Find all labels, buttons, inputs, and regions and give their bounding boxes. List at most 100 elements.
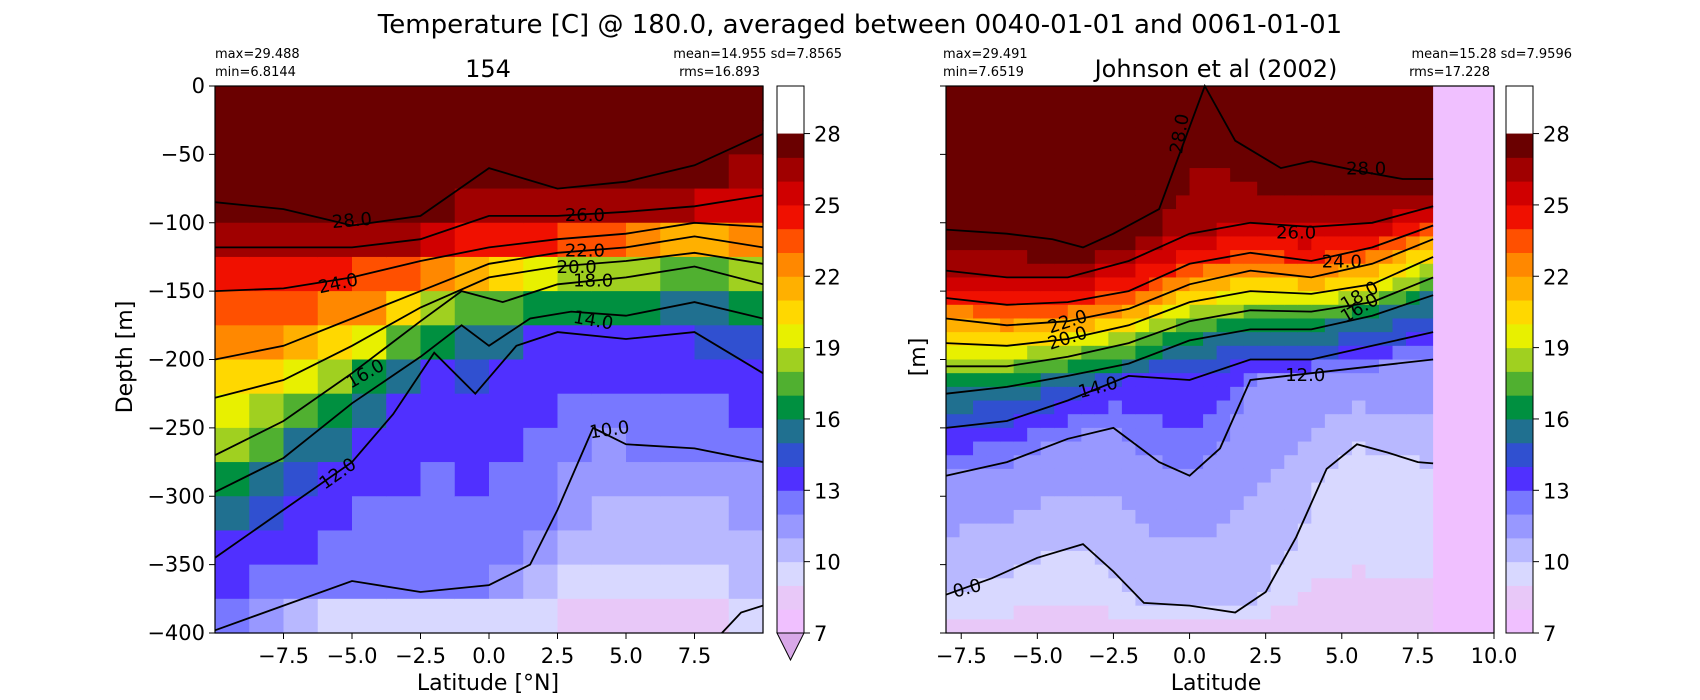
heatmap-cell [1338,427,1353,443]
heatmap-cell [1257,564,1272,579]
heatmap-cell [1378,127,1394,142]
y-tick-label: 0 [192,74,205,98]
heatmap-cell [1351,154,1367,169]
heatmap-cell [1284,332,1299,347]
heatmap-cell [1297,619,1312,634]
heatmap-cell [1257,523,1272,538]
heatmap-cell [1270,550,1285,566]
heatmap-cell [1054,168,1069,183]
heatmap-cell [1419,263,1434,279]
heatmap-cell [946,455,961,470]
heatmap-cell [973,250,988,265]
heatmap-cell [1378,605,1394,620]
heatmap-cell [1067,291,1082,306]
heatmap-cell [1419,113,1434,128]
heatmap-cell [1406,509,1421,525]
heatmap-cell [1067,168,1082,183]
heatmap-cell [1378,181,1394,196]
y-tick-label: −150 [147,279,205,303]
heatmap-cell [1297,127,1312,142]
heatmap-cell [1216,523,1231,538]
heatmap-cell [1027,427,1042,443]
heatmap-cell [1054,127,1069,142]
colorbar-segment [777,252,804,277]
heatmap-cell [1148,386,1164,402]
heatmap-cell [1392,99,1407,114]
heatmap-cell [1135,550,1150,566]
heatmap-cell [420,188,456,224]
heatmap-cell [1135,400,1150,415]
heatmap-cell [626,359,661,395]
heatmap-cell [1392,181,1407,196]
heatmap-cell [1121,400,1137,415]
heatmap-cell [283,222,319,258]
heatmap-cell [1203,332,1218,347]
heatmap-cell [1081,168,1096,183]
heatmap-cell [1121,277,1137,292]
heatmap-cell [1351,277,1367,292]
heatmap-cell [1230,181,1245,196]
heatmap-cell [1338,482,1353,497]
heatmap-cell [1189,455,1204,470]
heatmap-cell [1297,195,1312,210]
heatmap-cell [386,154,422,190]
heatmap-cell [1067,222,1082,238]
heatmap-cell [1081,550,1096,566]
heatmap-cell [1270,414,1285,429]
heatmap-cell [1081,578,1096,593]
heatmap-cell [1000,496,1015,511]
heatmap-cell [1135,154,1150,169]
heatmap-cell [946,523,961,538]
heatmap-cell [352,222,387,258]
heatmap-cell [1081,318,1096,333]
x-tick-label: 0.0 [1173,644,1206,668]
heatmap-cell [1365,550,1380,566]
heatmap-cell [1284,441,1299,456]
heatmap-cell [1000,345,1015,361]
heatmap-cell [1176,168,1191,183]
heatmap-cell [1040,523,1055,538]
heatmap-cell [1000,605,1015,620]
heatmap-cell [1378,277,1394,292]
heatmap-cell [1406,605,1421,620]
heatmap-cell [1257,86,1272,101]
heatmap-cell [959,441,974,456]
heatmap-cell [1230,154,1245,169]
heatmap-cell [1351,564,1367,579]
heatmap-cell [1162,154,1177,169]
heatmap-cell [1297,345,1312,361]
heatmap-cell [1176,154,1191,169]
heatmap-cell [1378,591,1394,607]
heatmap-cell [1243,509,1258,525]
heatmap-cell [1338,304,1353,320]
heatmap-cell [1013,345,1028,361]
heatmap-cell [1216,127,1231,142]
heatmap-cell [1121,468,1137,484]
heatmap-cell [1081,605,1096,620]
heatmap-cell [1243,277,1258,292]
heatmap-cell [1216,591,1231,607]
heatmap-cell [1243,195,1258,210]
heatmap-cell [1338,236,1353,251]
heatmap-cell [1013,523,1028,538]
heatmap-cell [1054,537,1069,552]
heatmap-cell [1284,455,1299,470]
heatmap-cell [986,127,1001,142]
heatmap-cell [1054,496,1069,511]
heatmap-cell [959,277,974,292]
heatmap-cell [1148,222,1164,238]
heatmap-cell [1189,236,1204,251]
heatmap-cell [454,496,490,532]
heatmap-cell [1121,291,1137,306]
heatmap-cell [1284,400,1299,415]
heatmap-cell [1297,591,1312,607]
heatmap-cell [352,256,387,292]
left-panel: max=29.488 min=6.8144 154 mean=14.955 sd… [113,47,842,696]
heatmap-cell [1135,99,1150,114]
heatmap-cell [1270,468,1285,484]
heatmap-cell [1365,168,1380,183]
heatmap-cell [215,154,250,190]
heatmap-cell [1311,181,1326,196]
heatmap-cell [1054,359,1069,374]
heatmap-cell [626,325,661,361]
